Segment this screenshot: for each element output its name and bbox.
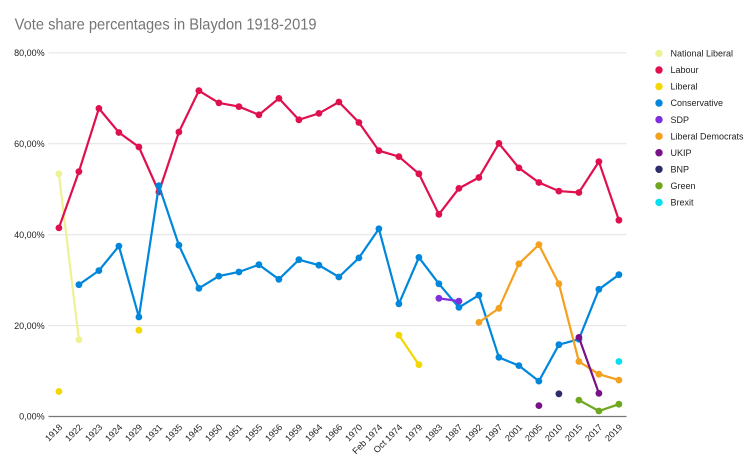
svg-text:Conservative: Conservative xyxy=(671,98,724,108)
svg-text:SDP: SDP xyxy=(671,115,690,125)
svg-text:60,00%: 60,00% xyxy=(14,139,45,149)
svg-text:Green: Green xyxy=(671,181,696,191)
svg-text:0,00%: 0,00% xyxy=(19,412,45,422)
svg-text:BNP: BNP xyxy=(671,165,690,175)
svg-text:40,00%: 40,00% xyxy=(14,230,45,240)
svg-text:Liberal Democrats: Liberal Democrats xyxy=(671,131,745,141)
svg-text:Vote share percentages in Blay: Vote share percentages in Blaydon 1918-2… xyxy=(15,17,317,34)
svg-text:20,00%: 20,00% xyxy=(14,321,45,331)
svg-text:National Liberal: National Liberal xyxy=(671,49,734,59)
svg-text:Brexit: Brexit xyxy=(671,198,695,208)
svg-text:Liberal: Liberal xyxy=(671,82,698,92)
svg-text:UKIP: UKIP xyxy=(671,148,692,158)
svg-text:Labour: Labour xyxy=(671,65,699,75)
svg-text:80,00%: 80,00% xyxy=(14,48,45,58)
